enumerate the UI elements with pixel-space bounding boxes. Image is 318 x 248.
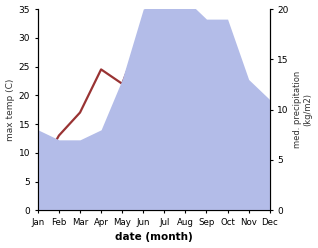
Y-axis label: max temp (C): max temp (C)	[5, 78, 15, 141]
Y-axis label: med. precipitation
(kg/m2): med. precipitation (kg/m2)	[293, 71, 313, 148]
X-axis label: date (month): date (month)	[115, 232, 193, 243]
